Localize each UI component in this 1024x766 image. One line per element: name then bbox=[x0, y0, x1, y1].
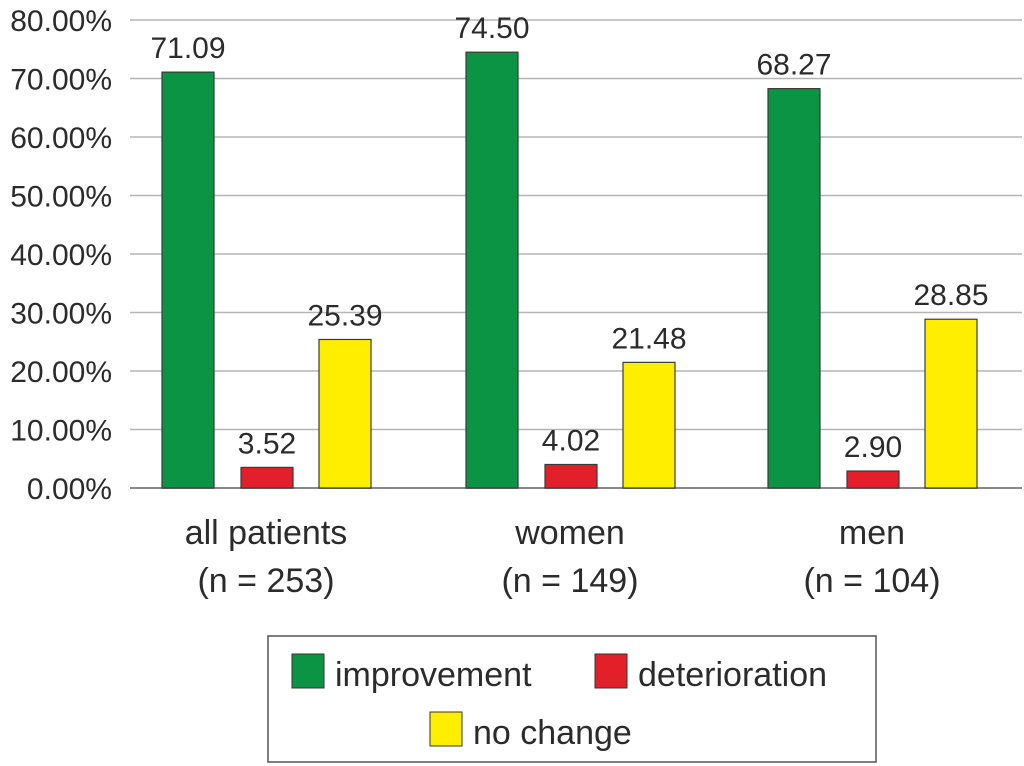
legend-swatch-deterioration bbox=[594, 653, 628, 689]
bar-improvement bbox=[161, 71, 215, 489]
legend: improvement deterioration no change bbox=[267, 635, 877, 763]
category-label: men bbox=[839, 514, 905, 552]
y-tick-label: 20.00% bbox=[10, 356, 112, 389]
data-label-deterioration: 4.02 bbox=[542, 424, 600, 457]
data-label-no-change: 25.39 bbox=[307, 299, 382, 332]
legend-label-no-change: no change bbox=[473, 714, 632, 752]
data-label-no-change: 28.85 bbox=[913, 279, 988, 312]
category-label: all patients bbox=[185, 514, 348, 552]
legend-box bbox=[267, 635, 877, 763]
legend-swatch-no-change bbox=[429, 711, 463, 747]
x-axis-categories: all patients (n = 253) women (n = 149) men (n… bbox=[185, 514, 941, 600]
y-tick-label: 30.00% bbox=[10, 298, 112, 331]
y-tick-label: 60.00% bbox=[10, 122, 112, 155]
y-axis-ticks: 0.00% 10.00% 20.00% 30.00% 40.00% 50.00% 60.00… bbox=[10, 5, 112, 506]
category-label: women bbox=[514, 514, 625, 552]
bar-improvement bbox=[767, 88, 821, 489]
data-labels: 71.09 74.50 68.27 3.52 4.02 2.90 25.39 21.48 28.… bbox=[150, 12, 988, 464]
legend-label-improvement: improvement bbox=[335, 656, 532, 694]
data-label-improvement: 71.09 bbox=[150, 32, 225, 65]
legend-swatch-improvement bbox=[291, 653, 325, 689]
category-count-label: (n = 104) bbox=[803, 562, 940, 600]
bar-no-change bbox=[924, 318, 978, 489]
category-count-label: (n = 149) bbox=[501, 562, 638, 600]
bar-no-change bbox=[622, 361, 676, 489]
bar-no-change bbox=[318, 338, 372, 489]
bar-improvement bbox=[465, 51, 519, 489]
bar-deterioration bbox=[544, 463, 598, 489]
bar-deterioration bbox=[240, 466, 294, 489]
data-label-deterioration: 3.52 bbox=[238, 427, 296, 460]
data-label-improvement: 74.50 bbox=[454, 12, 529, 45]
y-tick-label: 80.00% bbox=[10, 5, 112, 38]
data-label-no-change: 21.48 bbox=[611, 322, 686, 355]
data-label-deterioration: 2.90 bbox=[844, 431, 902, 464]
y-tick-label: 50.00% bbox=[10, 181, 112, 214]
gridlines bbox=[130, 19, 1022, 489]
legend-label-deterioration: deterioration bbox=[638, 656, 827, 694]
y-tick-label: 10.00% bbox=[10, 415, 112, 448]
bar-deterioration bbox=[846, 470, 900, 489]
data-label-improvement: 68.27 bbox=[756, 49, 831, 82]
y-tick-label: 0.00% bbox=[27, 473, 112, 506]
y-tick-label: 70.00% bbox=[10, 64, 112, 97]
category-count-label: (n = 253) bbox=[197, 562, 334, 600]
y-tick-label: 40.00% bbox=[10, 239, 112, 272]
bars bbox=[161, 51, 978, 489]
